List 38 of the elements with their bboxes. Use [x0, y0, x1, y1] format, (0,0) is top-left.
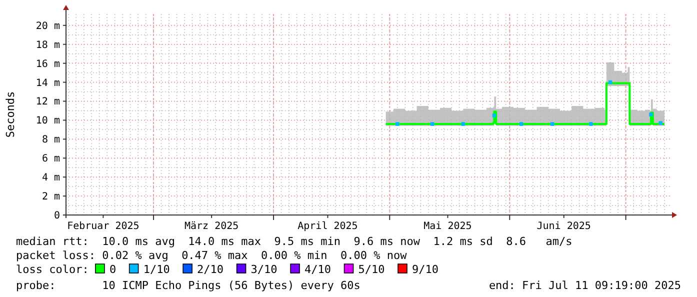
- legend-label: 5/10: [358, 263, 385, 276]
- text: packet loss: 0.02 % avg 0.47 % max 0.00 % min 0.00 % now: [16, 249, 408, 262]
- point: [461, 122, 466, 126]
- x-tick-label: Februar 2025: [67, 221, 140, 232]
- legend-label: 9/10: [412, 263, 438, 276]
- y-tick-label: 8 m: [42, 134, 60, 146]
- x-tick-label: Juni 2025: [536, 221, 591, 232]
- point: [430, 122, 434, 126]
- y-tick-label: 12 m: [36, 96, 60, 108]
- point: [589, 122, 593, 126]
- text: median rtt: 10.0 ms avg 14.0 ms max 9.5 ms min 9.6 ms now 1.2 ms sd 8.6 am/s: [16, 235, 572, 248]
- text: probe: 10 ICMP Echo Pings (56 Bytes) every 60s: [16, 279, 360, 292]
- y-tick-label: 10 m: [36, 116, 60, 127]
- x-tick-label: März 2025: [184, 221, 239, 232]
- point: [658, 121, 662, 125]
- y-tick-label: 18 m: [36, 40, 60, 51]
- y-tick-label: 0: [54, 210, 60, 222]
- legend-label: 0: [109, 263, 116, 276]
- legend-label: 3/10: [250, 263, 278, 276]
- legend-label: 2/10: [197, 263, 224, 276]
- y-tick-label: 20 m: [36, 20, 60, 32]
- point: [649, 112, 653, 116]
- y-tick-label: 6 m: [42, 154, 60, 165]
- y-tick-label: 14 m: [36, 78, 60, 89]
- legend-label: 4/10: [304, 263, 332, 276]
- point: [396, 122, 400, 126]
- y-tick-label: 16 m: [36, 58, 60, 70]
- point: [492, 114, 496, 118]
- text: end: Fri Jul 11 09:19:00 2025: [488, 279, 681, 292]
- y-axis-title: Seconds: [4, 91, 17, 138]
- point: [519, 122, 524, 126]
- x-tick-label: Mai 2025: [424, 221, 472, 232]
- y-tick-label: 2 m: [42, 192, 60, 203]
- y-tick-label: 4 m: [42, 172, 60, 184]
- legend-title: loss color:: [16, 263, 89, 276]
- x-tick-label: April 2025: [298, 221, 358, 232]
- legend-label: 1/10: [143, 263, 170, 276]
- point: [550, 122, 554, 126]
